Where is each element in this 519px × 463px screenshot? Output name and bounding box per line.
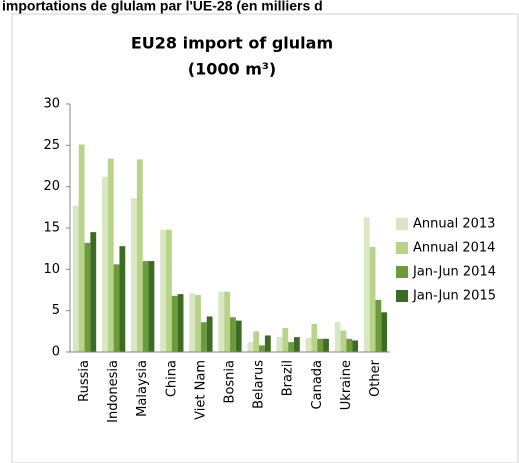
bar bbox=[189, 293, 196, 352]
bar bbox=[369, 247, 376, 352]
bar bbox=[166, 229, 172, 352]
bar bbox=[247, 342, 254, 352]
legend-swatch bbox=[396, 218, 408, 230]
bar bbox=[160, 229, 166, 352]
bar bbox=[230, 317, 236, 352]
x-tick-label: Ukraine bbox=[339, 360, 354, 410]
legend-label: Jan-Jun 2015 bbox=[412, 289, 496, 304]
bar bbox=[107, 158, 114, 352]
x-tick-label: Brazil bbox=[281, 360, 296, 396]
x-tick-label: Viet Nam bbox=[193, 360, 208, 420]
bar bbox=[136, 159, 143, 352]
y-tick-label: 25 bbox=[43, 138, 60, 153]
bar bbox=[340, 330, 347, 352]
bar bbox=[200, 322, 207, 352]
page-heading: importations de glulam par l'UE-28 (en m… bbox=[2, 0, 323, 14]
bar bbox=[259, 345, 265, 352]
bar bbox=[311, 323, 318, 352]
bar bbox=[235, 320, 242, 352]
bar bbox=[352, 340, 358, 352]
bar bbox=[323, 338, 329, 352]
y-tick-label: 5 bbox=[52, 303, 60, 318]
bar bbox=[375, 299, 382, 352]
bar bbox=[72, 205, 79, 352]
bar bbox=[113, 264, 120, 352]
bar bbox=[381, 312, 388, 352]
y-tick-label: 10 bbox=[43, 262, 60, 277]
bar bbox=[346, 338, 353, 352]
x-tick-label: Other bbox=[368, 359, 383, 397]
y-tick-label: 30 bbox=[43, 97, 60, 112]
bar bbox=[131, 198, 137, 352]
chart-frame bbox=[11, 13, 519, 463]
bar bbox=[253, 331, 260, 352]
bar bbox=[334, 322, 341, 352]
x-tick-label: Bosnia bbox=[223, 360, 238, 403]
legend-label: Annual 2013 bbox=[413, 217, 495, 232]
bar bbox=[305, 337, 312, 352]
bar bbox=[206, 316, 213, 352]
x-tick-label: China bbox=[164, 360, 179, 397]
legend-swatch bbox=[396, 266, 408, 278]
bar bbox=[224, 291, 230, 352]
x-tick-label: Russia bbox=[77, 360, 92, 402]
bar bbox=[317, 338, 324, 352]
bar bbox=[363, 217, 370, 352]
legend-label: Annual 2014 bbox=[413, 241, 495, 256]
bar bbox=[282, 328, 289, 352]
y-tick-label: 20 bbox=[43, 179, 60, 194]
bar bbox=[195, 294, 201, 352]
legend-swatch bbox=[396, 290, 408, 302]
bar bbox=[288, 342, 294, 352]
chart-title: EU28 import of glulam bbox=[131, 34, 333, 53]
bar bbox=[218, 291, 225, 352]
x-tick-label: Belarus bbox=[252, 360, 267, 409]
bar bbox=[102, 176, 108, 352]
bar bbox=[148, 261, 155, 352]
y-tick-label: 15 bbox=[43, 221, 60, 236]
bar bbox=[119, 246, 126, 352]
bar bbox=[294, 337, 300, 352]
y-tick-label: 0 bbox=[52, 345, 60, 360]
bar bbox=[171, 295, 178, 352]
bar bbox=[78, 144, 85, 352]
legend-label: Jan-Jun 2014 bbox=[412, 265, 496, 280]
x-tick-label: Indonesia bbox=[106, 360, 121, 423]
bar bbox=[276, 337, 283, 352]
x-tick-label: Canada bbox=[310, 360, 325, 409]
legend-swatch bbox=[396, 242, 408, 254]
bar bbox=[142, 261, 149, 352]
bar bbox=[90, 232, 97, 352]
bar bbox=[264, 335, 271, 352]
chart-subtitle: (1000 m³) bbox=[188, 60, 276, 79]
bar bbox=[177, 294, 184, 352]
x-tick-label: Malaysia bbox=[135, 360, 150, 417]
bar bbox=[84, 242, 91, 352]
